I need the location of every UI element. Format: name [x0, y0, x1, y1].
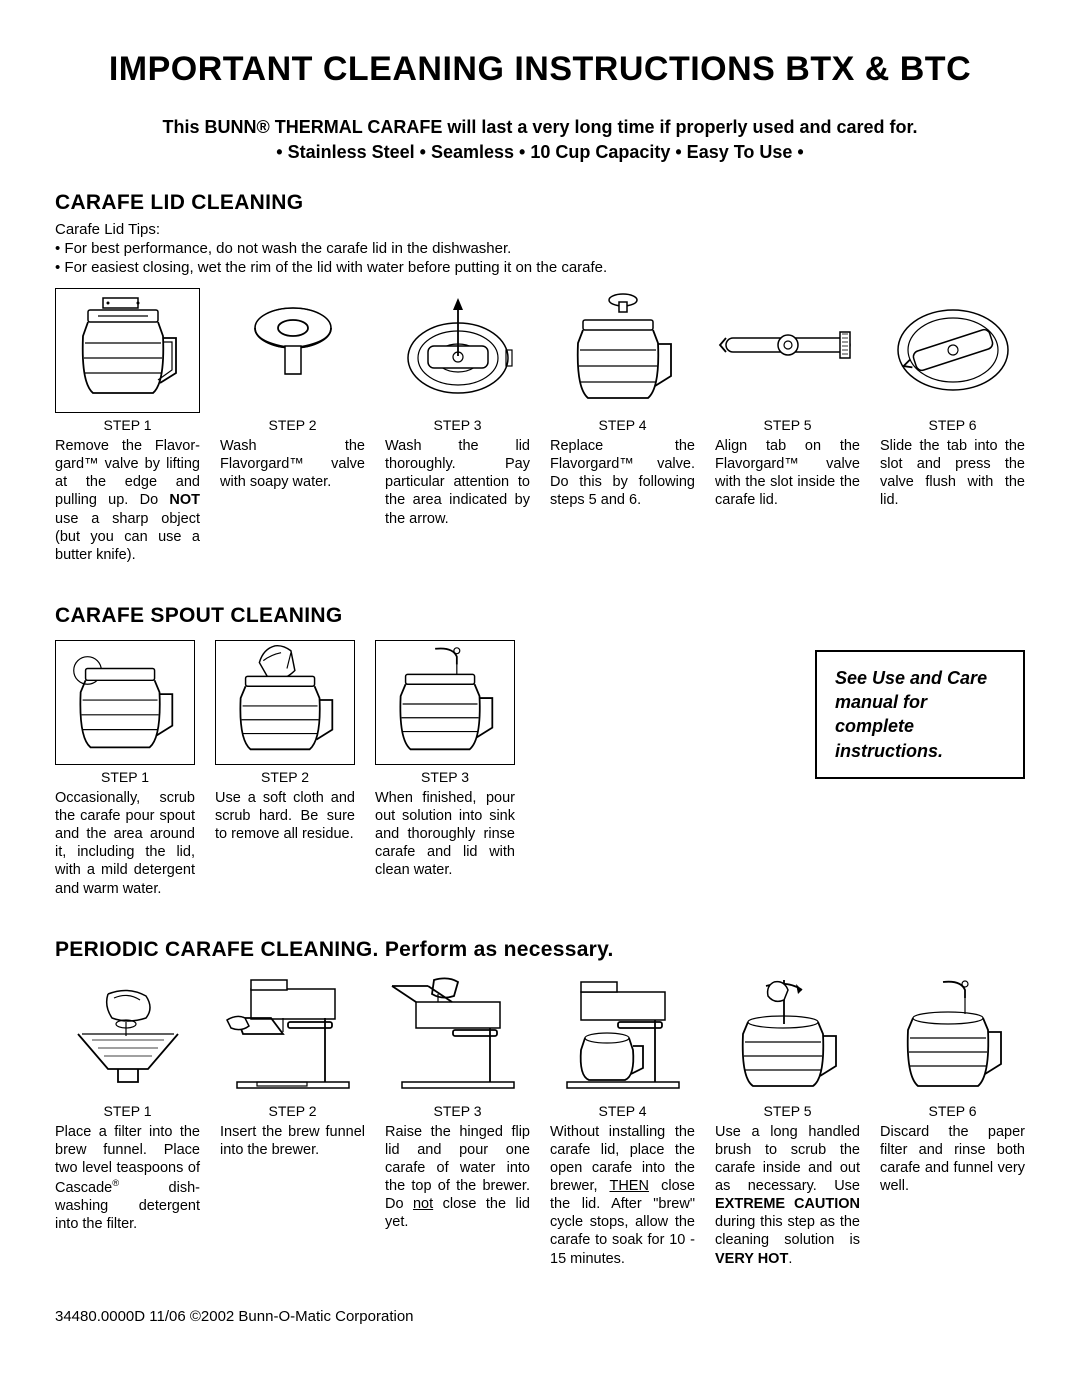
spout-step-3: STEP 3 When finished, pour out solution … — [375, 640, 515, 880]
step-label: STEP 2 — [220, 417, 365, 433]
step-desc: Wash the Flavorgard™ valve with soapy wa… — [220, 437, 365, 491]
periodic-step-6-img — [880, 974, 1025, 1099]
step-desc: Remove the Flavor­gard™ valve by lifting… — [55, 437, 200, 564]
lid-step-3-img — [385, 288, 530, 413]
step-label: STEP 4 — [550, 1103, 695, 1119]
step-desc: Place a filter into the brew funnel. Pla… — [55, 1123, 200, 1234]
step-desc: Occasionally, scrub the carafe pour spou… — [55, 789, 195, 898]
step-label: STEP 4 — [550, 417, 695, 433]
step-label: STEP 2 — [220, 1103, 365, 1119]
step-label: STEP 3 — [385, 1103, 530, 1119]
lid-step-2: STEP 2 Wash the Flavorgard™ valve with s… — [220, 288, 365, 564]
lid-step-3: STEP 3 Wash the lid thoroughly. Pay part… — [385, 288, 530, 564]
section-spout-title: CARAFE SPOUT CLEANING — [55, 604, 1025, 628]
lid-step-5: STEP 5 Align tab on the Flavorgard™ valv… — [715, 288, 860, 564]
step-desc: Replace the Flavorgard™ valve. Do this b… — [550, 437, 695, 510]
step-label: STEP 5 — [715, 417, 860, 433]
periodic-step-3-img — [385, 974, 530, 1099]
periodic-step-6: STEP 6 Discard the paper filter and rins… — [880, 974, 1025, 1268]
step-desc: Raise the hinged flip lid and pour one c… — [385, 1123, 530, 1232]
periodic-step-5: STEP 5 Use a long handled brush to scrub… — [715, 974, 860, 1268]
step-desc: Align tab on the Flavorgard™ valve with … — [715, 437, 860, 510]
step-label: STEP 3 — [375, 769, 515, 785]
step-label: STEP 3 — [385, 417, 530, 433]
periodic-step-4-img — [550, 974, 695, 1099]
periodic-step-2-img — [220, 974, 365, 1099]
step-desc: Insert the brew funnel into the brewer. — [220, 1123, 365, 1159]
step-label: STEP 1 — [55, 769, 195, 785]
lid-step-5-img — [715, 288, 860, 413]
spout-step-1-img — [55, 640, 195, 765]
step-desc: Discard the paper filter and rinse both … — [880, 1123, 1025, 1196]
spout-step-2: STEP 2 Use a soft cloth and scrub hard. … — [215, 640, 355, 843]
lid-steps-row: STEP 1 Remove the Flavor­gard™ valve by … — [55, 288, 1025, 564]
tip-1: • For best performance, do not wash the … — [55, 240, 1025, 257]
periodic-step-2: STEP 2 Insert the brew funnel into the b… — [220, 974, 365, 1268]
lid-step-4: STEP 4 Replace the Flavorgard™ valve. Do… — [550, 288, 695, 564]
lid-step-1-img — [55, 288, 200, 413]
periodic-steps-row: STEP 1 Place a filter into the brew funn… — [55, 974, 1025, 1268]
spout-step-2-img — [215, 640, 355, 765]
step-desc: Wash the lid thoroughly. Pay particular … — [385, 437, 530, 528]
step-desc: When finished, pour out solution into si… — [375, 789, 515, 880]
section-lid-title: CARAFE LID CLEANING — [55, 191, 1025, 215]
step-label: STEP 1 — [55, 417, 200, 433]
subtitle-features: • Stainless Steel • Seamless • 10 Cup Ca… — [55, 142, 1025, 163]
lid-step-4-img — [550, 288, 695, 413]
periodic-step-4: STEP 4 Without installing the carafe lid… — [550, 974, 695, 1268]
step-label: STEP 6 — [880, 417, 1025, 433]
page-title: IMPORTANT CLEANING INSTRUCTIONS BTX & BT… — [55, 50, 1025, 89]
footer: 34480.0000D 11/06 ©2002 Bunn-O-Matic Cor… — [55, 1308, 1025, 1325]
spout-step-3-img — [375, 640, 515, 765]
step-label: STEP 1 — [55, 1103, 200, 1119]
tips-label: Carafe Lid Tips: — [55, 221, 1025, 238]
step-label: STEP 6 — [880, 1103, 1025, 1119]
lid-step-6-img — [880, 288, 1025, 413]
periodic-step-1: STEP 1 Place a filter into the brew funn… — [55, 974, 200, 1268]
step-label: STEP 2 — [215, 769, 355, 785]
subtitle: This BUNN® THERMAL CARAFE will last a ve… — [55, 117, 1025, 138]
lid-step-2-img — [220, 288, 365, 413]
periodic-step-1-img — [55, 974, 200, 1099]
lid-step-6: STEP 6 Slide the tab into the slot and p… — [880, 288, 1025, 564]
spout-steps-row: STEP 1 Occasionally, scrub the carafe po… — [55, 640, 1025, 898]
step-desc: Use a long handled brush to scrub the ca… — [715, 1123, 860, 1268]
step-desc: Use a soft cloth and scrub hard. Be sure… — [215, 789, 355, 843]
step-desc: Slide the tab into the slot and press th… — [880, 437, 1025, 510]
tip-2: • For easiest closing, wet the rim of th… — [55, 259, 1025, 276]
spout-step-1: STEP 1 Occasionally, scrub the carafe po… — [55, 640, 195, 898]
periodic-step-3: STEP 3 Raise the hinged flip lid and pou… — [385, 974, 530, 1268]
lid-step-1: STEP 1 Remove the Flavor­gard™ valve by … — [55, 288, 200, 564]
step-desc: Without installing the carafe lid, place… — [550, 1123, 695, 1268]
section-periodic-title: PERIODIC CARAFE CLEANING. Perform as nec… — [55, 938, 1025, 962]
callout-box: See Use and Care manual for complete ins… — [815, 650, 1025, 779]
step-label: STEP 5 — [715, 1103, 860, 1119]
periodic-step-5-img — [715, 974, 860, 1099]
